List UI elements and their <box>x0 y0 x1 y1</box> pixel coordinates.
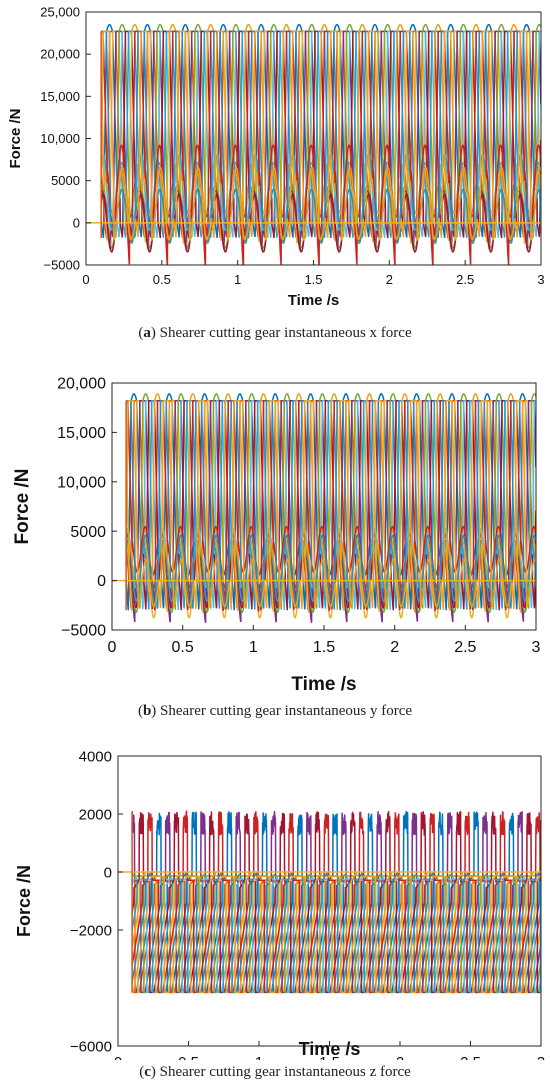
chart-panel-a: 0 0.5 1 1.5 2 2.5 3 −5000 0 5000 10,000 15,000 20,00… <box>0 0 550 345</box>
x-tick-label: 2 <box>386 272 393 287</box>
x-tick-label: 1 <box>255 1054 263 1060</box>
y-tick-label: −2000 <box>70 922 112 939</box>
x-tick-label: 2.5 <box>456 272 474 287</box>
y-tick-label: 0 <box>73 215 80 230</box>
y-tick-label: −6000 <box>70 1038 112 1055</box>
y-axis-label: Force /N <box>7 108 24 168</box>
x-tick-label: 0 <box>82 272 89 287</box>
x-tick-label: 2 <box>390 639 399 656</box>
chart-panel-c: 0 0.5 1 1.5 2 2.5 3 −6000 −2000 0 2000 4000 Time /s F… <box>0 725 550 1090</box>
chart-panel-b: 0 0.5 1 1.5 2 2.5 3 −5000 0 5000 10,000 15,000 20,00… <box>0 355 550 720</box>
x-tick-label: 2.5 <box>460 1054 481 1060</box>
x-axis-label: Time /s <box>291 674 356 695</box>
y-tick-label: 4000 <box>79 748 112 765</box>
caption-a-label: a <box>143 325 151 341</box>
y-tick-label: 5000 <box>70 524 106 541</box>
y-axis-label: Force /N <box>14 865 34 937</box>
chart-b: 0 0.5 1 1.5 2 2.5 3−50000500010,00015,00020,00… <box>12 376 541 695</box>
x-tick-label: 0 <box>114 1054 122 1060</box>
y-tick-label: 2000 <box>79 806 112 823</box>
caption-a-text: Shearer cutting gear instantaneous x for… <box>159 325 412 341</box>
y-axis-label: Force /N <box>12 468 33 544</box>
x-axis-label: Time /s <box>288 292 339 309</box>
caption-c: (c) Shearer cutting gear instantaneous z… <box>139 1064 411 1080</box>
chart-a: 0 0.5 1 1.5 2 2.5 3−50000500010,00015,00020,00… <box>7 5 545 309</box>
y-tick-label: 0 <box>104 864 112 881</box>
y-tick-label: −5000 <box>43 258 80 273</box>
x-tick-label: 0.5 <box>153 272 171 287</box>
y-tick-label: 0 <box>97 573 106 590</box>
caption-b-label: b <box>142 703 152 719</box>
y-tick-label: 15,000 <box>40 89 80 104</box>
series-group <box>118 809 541 994</box>
y-tick-label: 15,000 <box>57 425 106 442</box>
x-tick-label: 1.5 <box>313 639 335 656</box>
x-tick-label: 1.5 <box>304 272 322 287</box>
y-tick-label: 10,000 <box>40 131 80 146</box>
x-tick-label: 2 <box>396 1054 404 1060</box>
chart-c: 0 0.5 1 1.5 2 2.5 3 −6000 −2000 0 2000 4000 Time /s F… <box>14 748 545 1060</box>
x-tick-label: 3 <box>537 1054 545 1060</box>
y-tick-label: 10,000 <box>57 474 106 491</box>
caption-b: (b) Shearer cutting gear instantaneous y… <box>137 703 413 719</box>
series-group <box>112 393 536 623</box>
y-tick-label: 20,000 <box>57 376 106 393</box>
series-line-11 <box>101 30 541 243</box>
x-tick-label: 0 <box>108 639 117 656</box>
y-tick-label: 5000 <box>51 173 80 188</box>
y-tick-label: −5000 <box>61 623 106 640</box>
series-line-12 <box>132 874 541 994</box>
x-tick-label: 3 <box>537 272 544 287</box>
series-group <box>86 23 541 265</box>
x-tick-label: 0.5 <box>172 639 194 656</box>
series-line-9 <box>100 23 541 238</box>
series-line-12 <box>100 30 541 242</box>
x-tick-label: 1 <box>234 272 241 287</box>
x-axis-label: Time /s <box>299 1039 361 1059</box>
y-tick-label: 25,000 <box>40 5 80 20</box>
series-line-9 <box>125 393 536 610</box>
y-tick-label: 20,000 <box>40 47 80 62</box>
x-tick-label: 3 <box>532 639 541 656</box>
caption-c-text: Shearer cutting gear instantaneous z for… <box>159 1064 411 1080</box>
caption-a: (a) Shearer cutting gear instantaneous x… <box>138 325 412 341</box>
caption-c-label: c <box>144 1064 151 1080</box>
x-tick-label: 0.5 <box>178 1054 199 1060</box>
x-tick-label: 2.5 <box>454 639 476 656</box>
caption-b-text: Shearer cutting gear instantaneous y for… <box>160 703 413 719</box>
x-tick-label: 1 <box>249 639 258 656</box>
x-tick-label: 1.5 <box>319 1054 340 1060</box>
series-line-5 <box>100 23 541 249</box>
